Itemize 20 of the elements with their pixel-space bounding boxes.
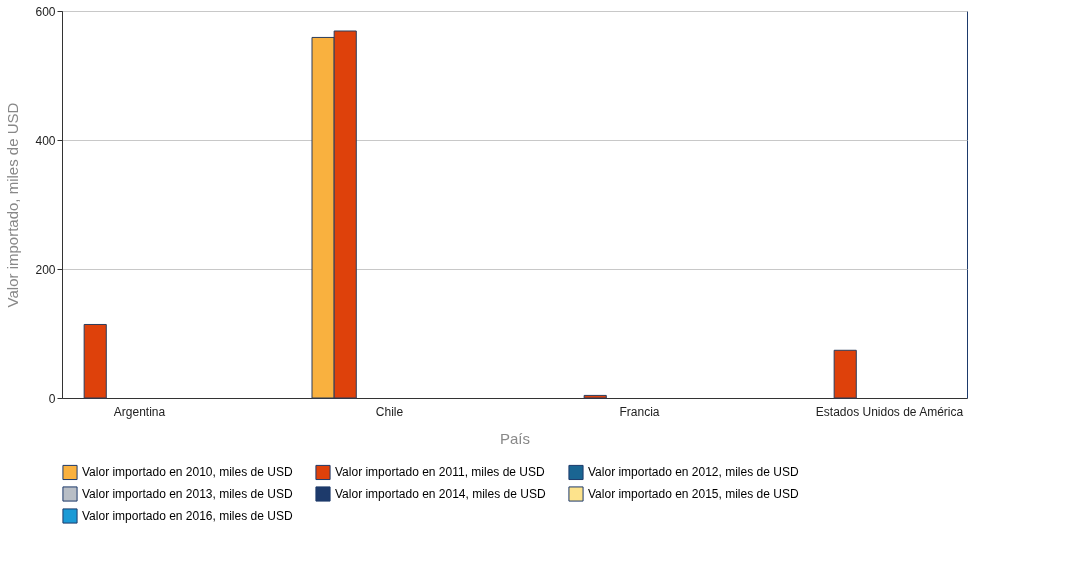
y-tick-label: 0 — [48, 391, 56, 406]
legend-label: Valor importado en 2014, miles de USD — [335, 487, 546, 501]
legend-label: Valor importado en 2016, miles de USD — [82, 509, 293, 523]
bar — [83, 323, 107, 399]
legend-label: Valor importado en 2012, miles de USD — [588, 465, 799, 480]
bar — [833, 349, 857, 399]
x-axis-title: País — [499, 429, 531, 447]
x-tick-label: Argentina — [113, 404, 166, 419]
y-axis-title: Valor importado, miles de USD — [4, 102, 22, 308]
x-tick-label: Chile — [375, 404, 404, 419]
legend-label: Valor importado en 2010, miles de USD — [82, 465, 293, 480]
y-tick-label: 600 — [35, 4, 56, 19]
bar — [583, 394, 607, 399]
x-tick-label: Estados Unidos de América — [815, 404, 964, 419]
y-tick-label: 400 — [35, 133, 56, 148]
y-tick-label: 200 — [35, 262, 56, 277]
legend-label: Valor importado en 2013, miles de USD — [82, 487, 293, 501]
legend-label: Valor importado en 2015, miles de USD — [588, 487, 799, 501]
x-tick-label: Francia — [619, 404, 660, 419]
legend-label: Valor importado en 2011, miles de USD — [335, 465, 545, 480]
